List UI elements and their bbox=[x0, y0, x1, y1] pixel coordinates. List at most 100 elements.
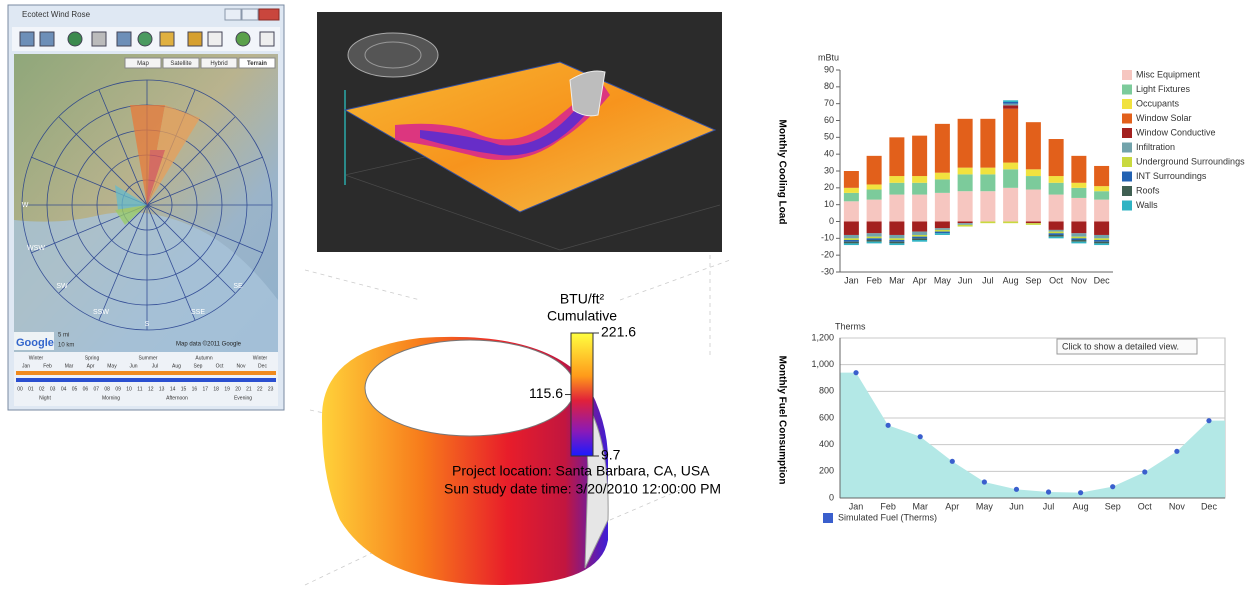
bar-segment bbox=[889, 234, 905, 239]
hour-label: 05 bbox=[72, 386, 78, 392]
hour-label: 09 bbox=[115, 386, 121, 392]
month-label: Sep bbox=[194, 363, 203, 369]
data-point bbox=[1174, 448, 1180, 454]
map-type-tab[interactable] bbox=[238, 57, 276, 69]
data-point bbox=[1142, 469, 1148, 475]
maximize-button[interactable] bbox=[241, 8, 259, 21]
scale-tick-label: 9.7 bbox=[601, 447, 621, 463]
bar-segment bbox=[866, 221, 882, 234]
direction-label: WSW bbox=[27, 245, 45, 252]
bar-segment bbox=[1071, 241, 1087, 244]
bar-segment bbox=[934, 231, 950, 234]
minimize-button[interactable] bbox=[224, 8, 242, 21]
map-type-tab[interactable] bbox=[162, 57, 200, 69]
bar-segment bbox=[1025, 189, 1041, 222]
hour-label: 07 bbox=[94, 386, 100, 392]
y-axis-title: Monthly Cooling Load bbox=[776, 120, 787, 225]
bar-segment bbox=[1048, 234, 1064, 237]
x-tick-label: Jun bbox=[1009, 501, 1024, 511]
x-tick-label: Sep bbox=[1025, 275, 1041, 285]
plot-area bbox=[840, 70, 1113, 272]
data-point bbox=[885, 422, 891, 428]
bar-segment bbox=[1071, 236, 1087, 239]
bar-segment bbox=[957, 174, 973, 192]
x-tick-label: Aug bbox=[1073, 501, 1089, 511]
bar-segment bbox=[1048, 139, 1064, 177]
tooltip-box bbox=[1056, 338, 1198, 355]
fuel-chart: 0 200 400 600 800 1,000 1,200 Simulated Fuel (T… bbox=[776, 321, 1226, 523]
bar-segment bbox=[957, 118, 973, 168]
hour-label: 22 bbox=[257, 386, 263, 392]
x-tick-label: Dec bbox=[1201, 501, 1218, 511]
tool-move[interactable] bbox=[116, 31, 132, 47]
tool-cube[interactable] bbox=[91, 31, 107, 47]
bar-segment bbox=[912, 236, 928, 239]
bar-segment bbox=[866, 155, 882, 185]
season-label: Winter bbox=[253, 355, 268, 361]
bar-segment bbox=[1048, 176, 1064, 183]
x-tick-label: Mar bbox=[889, 275, 905, 285]
bar-segment bbox=[1094, 234, 1110, 239]
y-tick-label: 10 bbox=[824, 199, 834, 209]
tool-help[interactable] bbox=[259, 31, 275, 47]
data-point bbox=[853, 370, 859, 376]
bar-segment bbox=[1094, 191, 1110, 200]
bar-segment bbox=[866, 240, 882, 242]
legend-swatch bbox=[1122, 186, 1132, 196]
bar-segment bbox=[1003, 108, 1019, 163]
y-tick-label: 30 bbox=[824, 165, 834, 175]
x-tick-label: Oct bbox=[1049, 275, 1064, 285]
data-point bbox=[1078, 490, 1084, 496]
bar-segment bbox=[1094, 221, 1110, 235]
hour-label: 18 bbox=[213, 386, 219, 392]
x-tick-label: Jul bbox=[1043, 501, 1055, 511]
bar-segment bbox=[866, 236, 882, 239]
bar-segment bbox=[1071, 197, 1087, 222]
bar-segment bbox=[843, 243, 859, 246]
map-type-label: Satellite bbox=[170, 61, 192, 67]
bar-segment bbox=[889, 221, 905, 235]
x-tick-label: Mar bbox=[912, 501, 928, 511]
tool-orbit[interactable] bbox=[137, 31, 153, 47]
direction-label: SSE bbox=[191, 309, 205, 316]
bar-segment bbox=[1094, 199, 1110, 222]
day-period-label: Night bbox=[39, 395, 51, 401]
x-tick-label: Dec bbox=[1094, 275, 1111, 285]
bar-segment bbox=[1025, 176, 1041, 190]
map-type-tab[interactable] bbox=[124, 57, 162, 69]
y-tick-label: 1,200 bbox=[811, 332, 834, 342]
map-type-tab[interactable] bbox=[200, 57, 238, 69]
legend-swatch bbox=[1122, 128, 1132, 138]
flow-core bbox=[420, 110, 585, 156]
bar-segment bbox=[1071, 155, 1087, 183]
legend-label: Walls bbox=[1136, 200, 1158, 210]
close-button[interactable] bbox=[258, 8, 280, 21]
month-label: Jun bbox=[129, 363, 137, 369]
hour-label: 02 bbox=[39, 386, 45, 392]
bar-segment bbox=[866, 184, 882, 190]
map-logo: Google bbox=[16, 337, 54, 349]
tool-palette[interactable] bbox=[187, 31, 203, 47]
hour-bar bbox=[16, 378, 276, 382]
bar-segment bbox=[912, 182, 928, 195]
legend-label: INT Surroundings bbox=[1136, 171, 1207, 181]
tool-export[interactable] bbox=[235, 31, 251, 47]
tool-save[interactable] bbox=[39, 31, 55, 47]
data-point bbox=[1045, 489, 1052, 495]
hour-label: 06 bbox=[83, 386, 89, 392]
tool-people[interactable] bbox=[159, 31, 175, 47]
y-tick-label: -30 bbox=[821, 266, 834, 276]
tool-globe[interactable] bbox=[67, 31, 83, 47]
project-location: Project location: Santa Barbara, CA, USA bbox=[452, 463, 710, 479]
tool-list[interactable] bbox=[207, 31, 223, 47]
y-tick-label: -20 bbox=[821, 250, 834, 260]
bar-segment bbox=[934, 172, 950, 180]
tool-open[interactable] bbox=[19, 31, 35, 47]
bar-segment bbox=[866, 189, 882, 200]
bar-segment bbox=[1025, 169, 1041, 177]
tooltip-text: Click to show a detailed view. bbox=[1062, 341, 1179, 351]
legend-swatch bbox=[1122, 142, 1132, 153]
month-label: Apr bbox=[87, 363, 95, 369]
bar-segment bbox=[843, 192, 859, 202]
compass-disc bbox=[347, 32, 439, 78]
